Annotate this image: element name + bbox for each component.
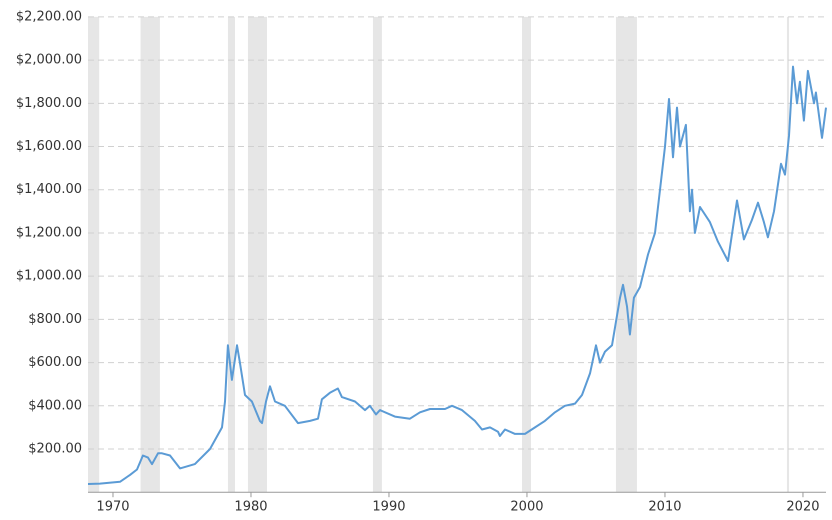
price-line [87,65,827,485]
x-tick-label: 2000 [510,500,543,515]
y-tick-label: $600.00 [28,355,82,370]
y-tick-label: $1,000.00 [16,269,82,284]
y-tick-label: $800.00 [28,312,82,327]
y-tick-label: $1,400.00 [16,182,82,197]
x-tick-label: 1990 [372,500,405,515]
x-tick-label: 2010 [648,500,681,515]
y-tick-label: $200.00 [28,441,82,456]
x-tick-label: 1970 [96,500,129,515]
shaded-range [372,16,382,493]
shaded-range [88,16,100,493]
y-tick-label: $1,200.00 [16,225,82,240]
shaded-range [786,16,790,493]
shaded-range [615,16,637,493]
y-tick-label: $2,200.00 [16,9,82,24]
shaded-range [227,16,235,493]
x-tick-label: 2020 [786,500,819,515]
y-tick-label: $1,600.00 [16,139,82,154]
shaded-range [521,16,531,493]
x-tick-label: 1980 [234,500,267,515]
y-tick-label: $1,800.00 [16,96,82,111]
shaded-range [247,16,267,493]
y-tick-label: $400.00 [28,398,82,413]
y-tick-label: $2,000.00 [16,53,82,68]
shaded-range [140,16,160,493]
